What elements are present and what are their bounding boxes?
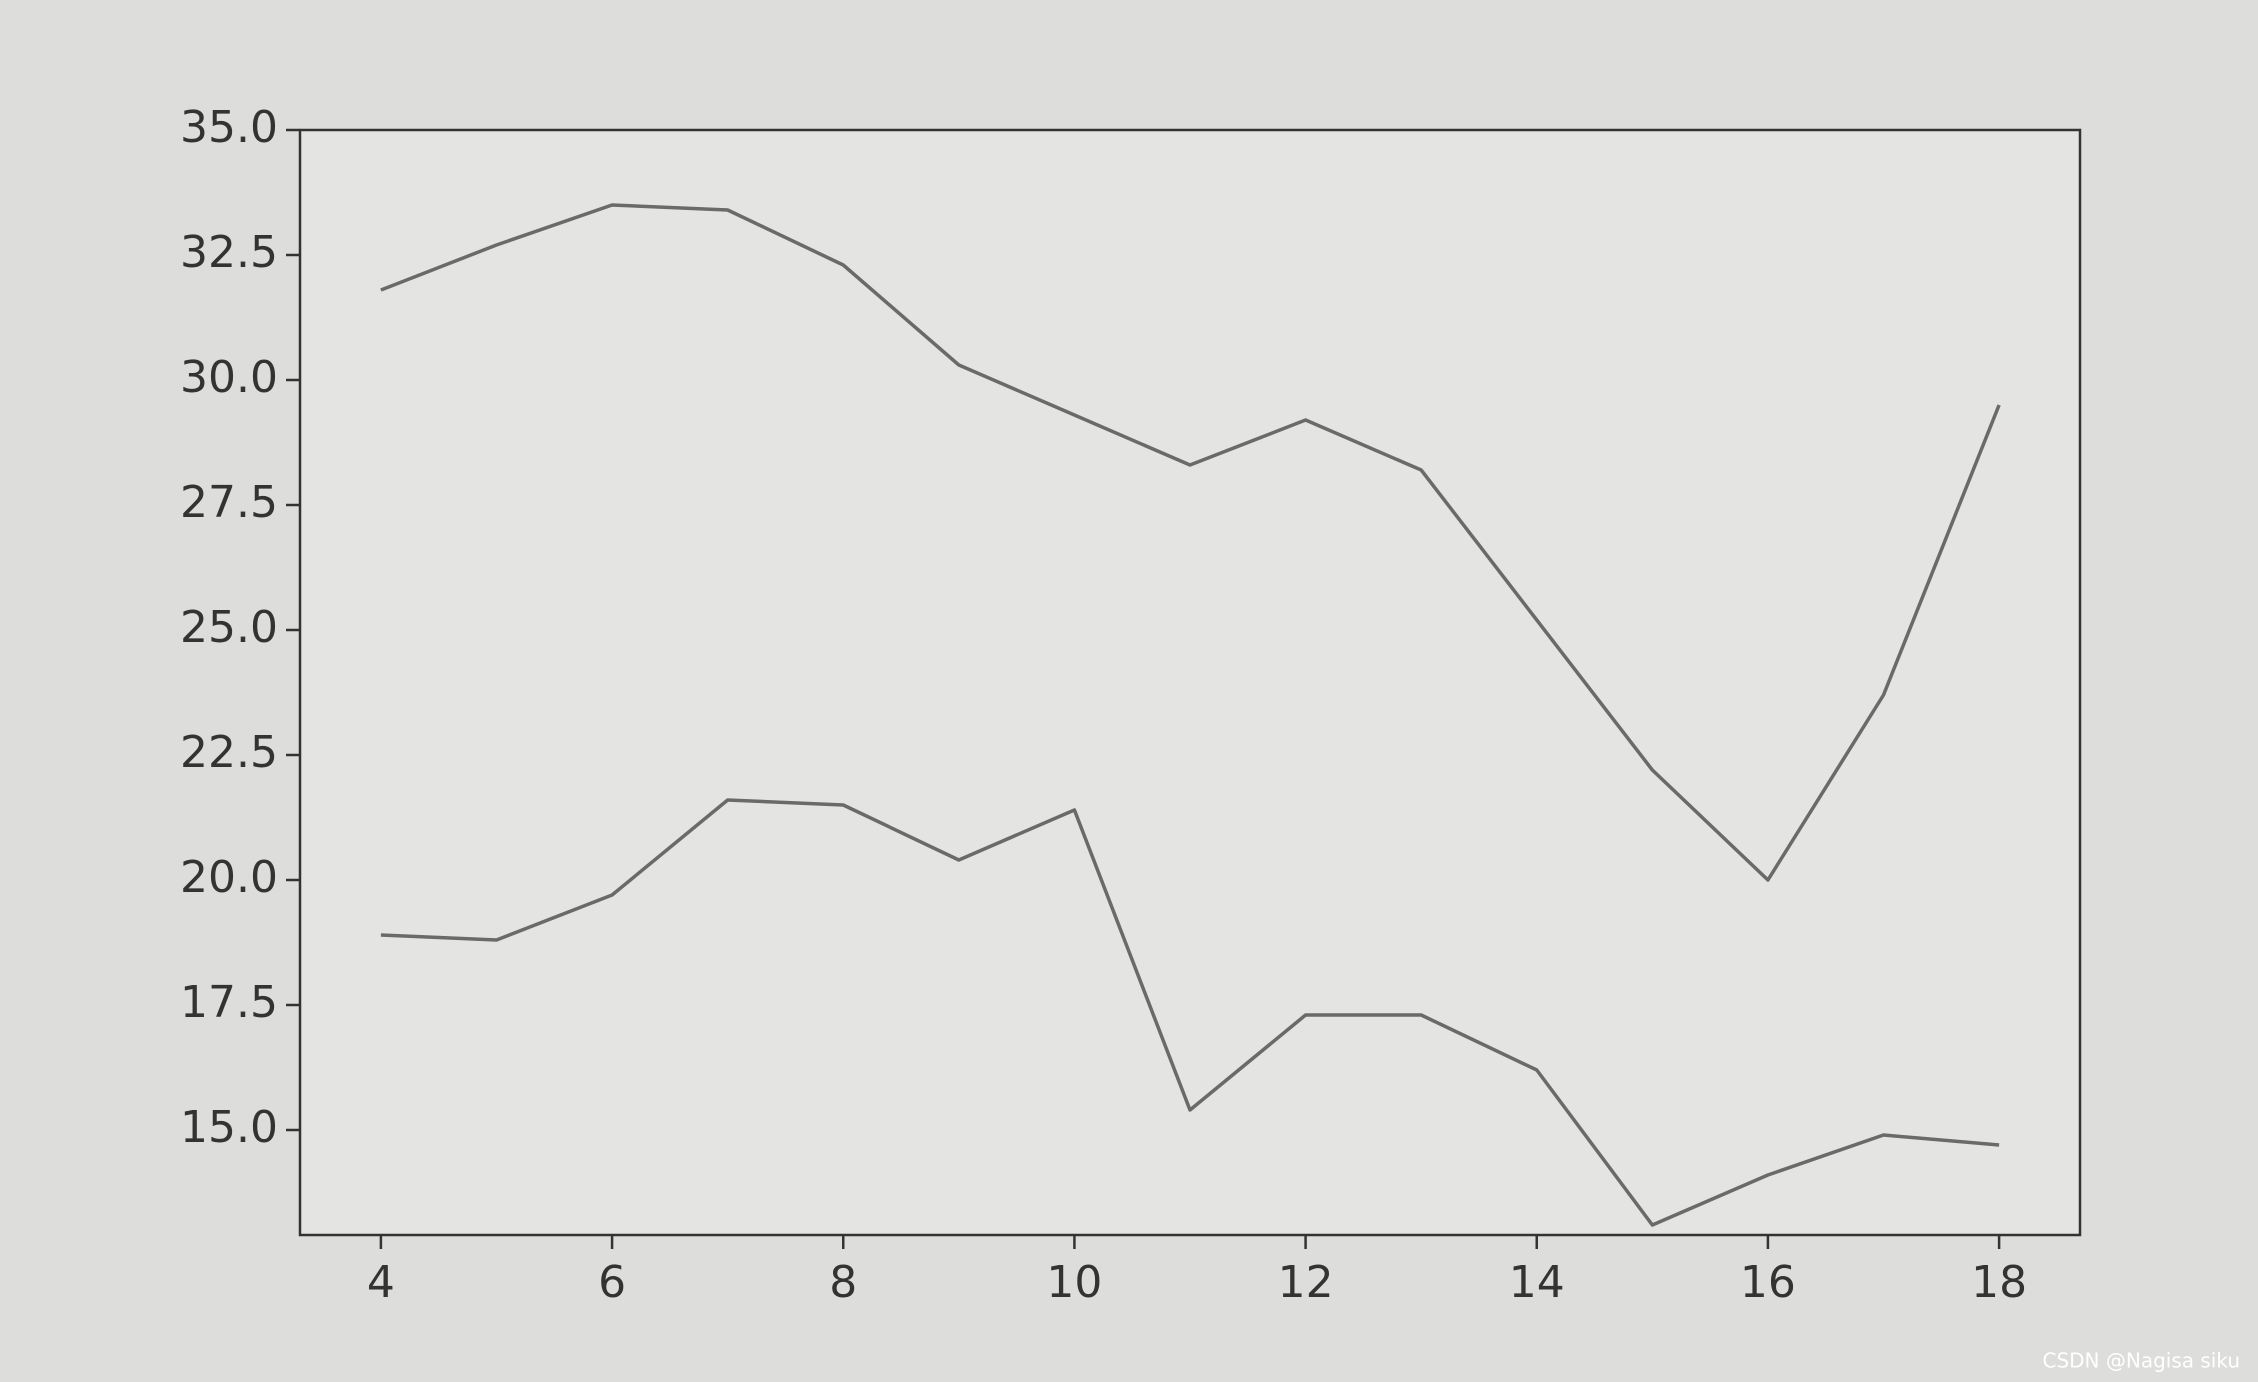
x-tick-label: 12 bbox=[1278, 1257, 1334, 1308]
x-tick-label: 16 bbox=[1740, 1257, 1796, 1308]
y-tick-label: 32.5 bbox=[180, 227, 278, 278]
x-tick-label: 4 bbox=[367, 1257, 395, 1308]
y-tick-label: 20.0 bbox=[180, 852, 278, 903]
y-tick-label: 27.5 bbox=[180, 477, 278, 528]
watermark: CSDN @Nagisa siku bbox=[2043, 1349, 2241, 1373]
y-tick-label: 35.0 bbox=[180, 102, 278, 153]
line bbox=[380, 203, 2001, 882]
y-tick-label: 30.0 bbox=[180, 352, 278, 403]
x-tick-label: 14 bbox=[1509, 1257, 1565, 1308]
x-tick-label: 10 bbox=[1046, 1257, 1102, 1308]
y-tick-label: 15.0 bbox=[180, 1102, 278, 1153]
y-tick-label: 17.5 bbox=[180, 977, 278, 1028]
x-tick-label: 18 bbox=[1971, 1257, 2027, 1308]
y-tick-label: 25.0 bbox=[180, 602, 278, 653]
x-tick-label: 8 bbox=[829, 1257, 857, 1308]
plot-frame bbox=[298, 128, 2082, 1237]
x-tick-label: 6 bbox=[598, 1257, 626, 1308]
line bbox=[380, 798, 2000, 1227]
y-tick-label: 22.5 bbox=[180, 727, 278, 778]
